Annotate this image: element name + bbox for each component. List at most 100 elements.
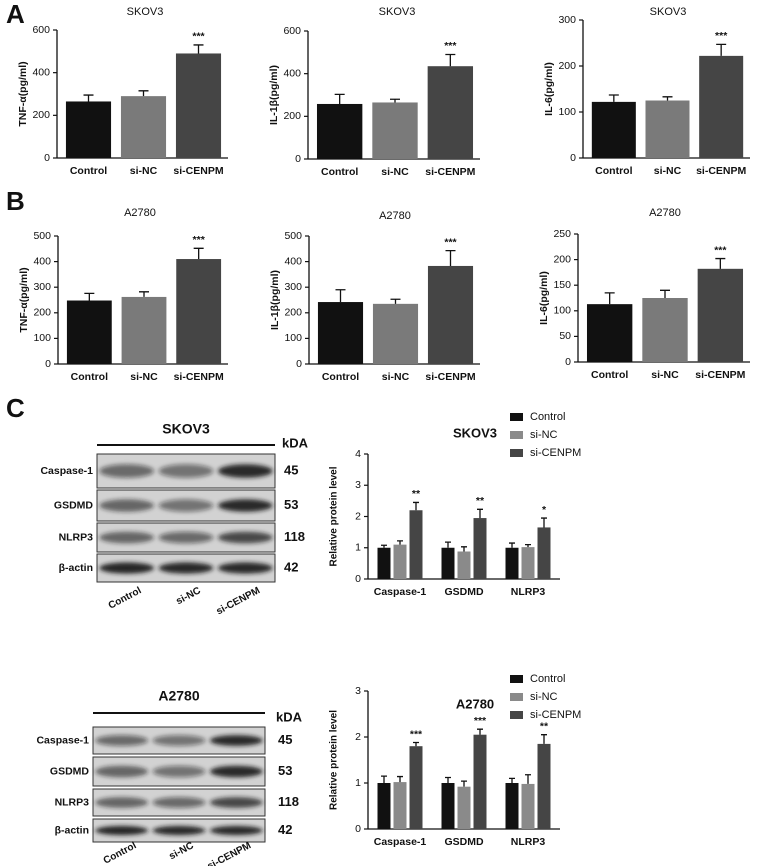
y-tick-label: 200 — [283, 110, 301, 122]
blot-row-label: NLRP3 — [55, 796, 90, 808]
significance: *** — [474, 715, 487, 727]
chart-title: SKOV3 — [650, 6, 687, 18]
blot-lane-label: si-CENPM — [206, 840, 253, 866]
error-bar — [525, 543, 531, 548]
blot-lane-label: Control — [102, 840, 139, 866]
blot-kda: 118 — [284, 529, 305, 544]
x-tick-label: NLRP3 — [511, 586, 546, 598]
error-bar — [509, 542, 515, 548]
x-tick-label: Control — [595, 165, 632, 177]
y-axis-label: TNF-α(pg/ml) — [17, 61, 29, 126]
y-tick-label: 400 — [32, 66, 50, 78]
x-tick-label: GSDMD — [444, 586, 484, 598]
bar — [393, 782, 407, 829]
bar — [377, 547, 391, 579]
significance: *** — [715, 30, 728, 42]
y-tick-label: 0 — [45, 358, 51, 370]
bar — [377, 783, 391, 829]
y-tick-label: 250 — [553, 228, 571, 240]
blot-band — [152, 765, 206, 778]
error-bar — [541, 517, 547, 528]
error-bar — [445, 53, 456, 67]
y-tick-label: 100 — [33, 332, 51, 344]
y-tick-label: 200 — [553, 253, 571, 265]
y-tick-label: 300 — [558, 14, 576, 26]
x-tick-label: si-CENPM — [174, 371, 224, 383]
chart-title: A2780 — [379, 210, 411, 222]
y-tick-label: 200 — [558, 60, 576, 72]
bar — [537, 527, 551, 579]
error-bar — [193, 44, 204, 54]
bar — [699, 55, 744, 158]
blot-row-label: β-actin — [55, 824, 89, 836]
y-tick-label: 400 — [283, 67, 301, 79]
y-tick-label: 3 — [355, 685, 361, 697]
error-bar — [509, 777, 515, 783]
error-bar — [445, 541, 451, 548]
blot-band — [95, 765, 149, 778]
error-bar — [477, 508, 483, 519]
bar — [372, 303, 419, 364]
chart-title: A2780 — [649, 207, 681, 219]
blot-band — [152, 797, 206, 808]
bar — [120, 96, 167, 158]
bar — [427, 66, 474, 159]
x-tick-label: si-CENPM — [425, 371, 475, 383]
x-tick-label: Caspase-1 — [374, 836, 427, 848]
error-bar — [716, 43, 727, 56]
significance: *** — [192, 31, 205, 43]
error-bar — [541, 734, 547, 744]
x-tick-label: NLRP3 — [511, 836, 546, 848]
blot-lane-label: Control — [107, 585, 144, 612]
significance: * — [542, 504, 547, 516]
bar — [66, 300, 112, 364]
blot-kda: 53 — [284, 497, 298, 512]
y-tick-label: 2 — [355, 510, 361, 522]
blot-band — [218, 499, 273, 512]
y-axis-label: Relative protein level — [329, 710, 340, 810]
panel-label: A — [6, 0, 25, 29]
chart-title: A2780 — [456, 696, 494, 711]
x-tick-label: si-CENPM — [425, 166, 475, 178]
bar — [457, 786, 471, 829]
error-bar — [334, 93, 345, 104]
x-tick-label: GSDMD — [444, 836, 484, 848]
significance: *** — [444, 236, 457, 248]
chart-title: SKOV3 — [379, 6, 416, 18]
y-tick-label: 200 — [32, 109, 50, 121]
error-bar — [381, 775, 387, 783]
error-bar — [397, 540, 403, 545]
bar — [176, 259, 222, 364]
y-tick-label: 400 — [284, 255, 302, 267]
y-tick-label: 0 — [570, 152, 576, 164]
blot-band — [218, 531, 273, 544]
blot-lane-label: si-NC — [167, 840, 195, 862]
blot-unit: kDA — [282, 435, 309, 450]
bar — [521, 547, 535, 579]
blot-band — [158, 562, 214, 574]
error-bar — [193, 247, 204, 260]
error-bar — [397, 775, 403, 783]
x-tick-label: si-CENPM — [696, 165, 746, 177]
error-bar — [390, 98, 400, 103]
x-tick-label: Control — [71, 371, 108, 383]
y-tick-label: 500 — [33, 230, 51, 242]
legend-swatch — [510, 693, 523, 701]
blot-band — [99, 562, 154, 574]
blot-band — [158, 531, 214, 544]
legend-swatch — [510, 449, 523, 457]
blot-band — [95, 797, 149, 808]
chart-title: SKOV3 — [127, 6, 164, 18]
x-tick-label: si-NC — [381, 166, 409, 178]
bar — [645, 100, 690, 158]
error-bar — [604, 292, 615, 305]
error-bar — [715, 257, 726, 269]
y-tick-label: 600 — [283, 25, 301, 37]
blot-unit: kDA — [276, 709, 303, 724]
y-axis-label: IL-6(pg/ml) — [538, 271, 550, 325]
y-tick-label: 300 — [284, 281, 302, 293]
bar — [586, 304, 633, 362]
bar — [537, 743, 551, 829]
error-bar — [413, 501, 419, 511]
